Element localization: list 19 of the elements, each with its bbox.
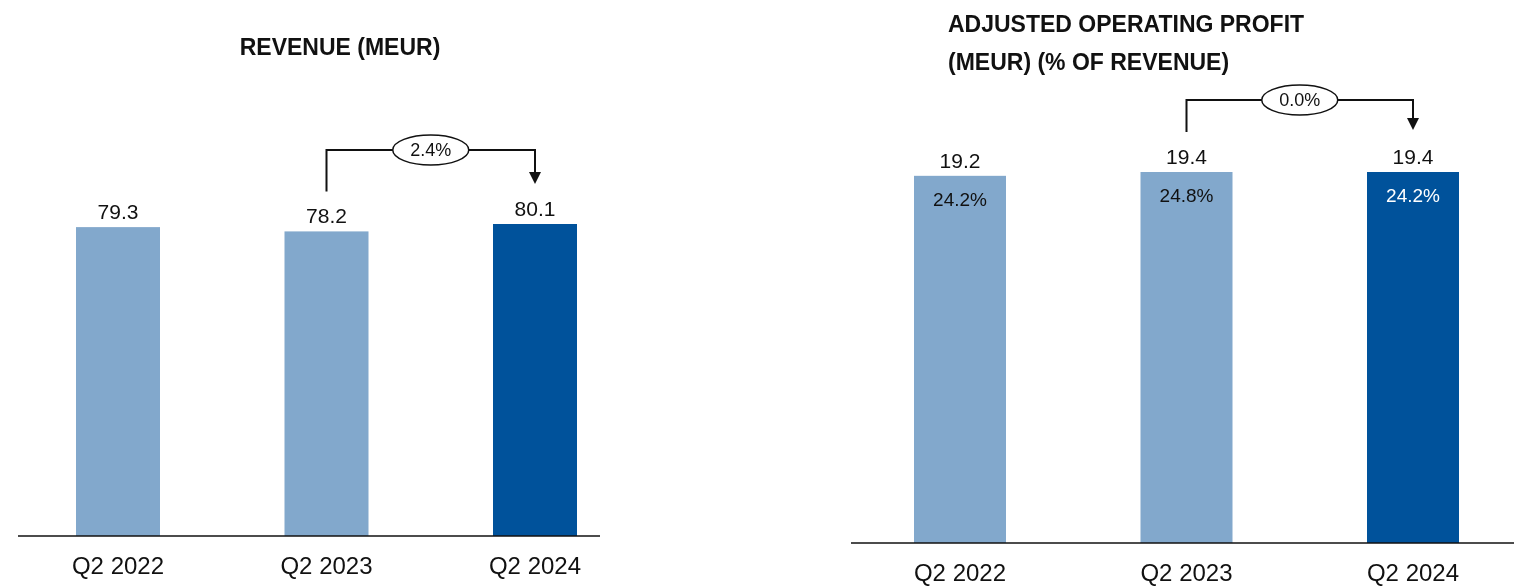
data-label: 78.2	[306, 204, 347, 228]
x-tick-label: Q2 2024	[1366, 559, 1460, 586]
chart-title: ADJUSTED OPERATING PROFIT (MEUR) (% OF REVENUE)	[948, 11, 1305, 75]
chart-title: REVENUE (MEUR)	[239, 34, 441, 60]
text: 2.4%	[410, 140, 452, 160]
x-tick-label: Q2 2023	[1140, 559, 1233, 586]
x-tick-label: Q2 2024	[488, 552, 582, 579]
annotation: 24.2%	[1386, 185, 1441, 206]
x-tick-label: Q2 2022	[913, 559, 1007, 586]
x-tick-label: Q2 2023	[280, 552, 373, 579]
data-label: 19.2	[939, 148, 981, 172]
data-label: 19.4	[1392, 145, 1434, 168]
annotation: 24.2%	[933, 188, 988, 210]
data-label: 19.4	[1166, 145, 1208, 168]
annotation: 24.8%	[1159, 185, 1214, 206]
data-label: 80.1	[514, 197, 556, 220]
data-label: 79.3	[97, 200, 139, 224]
text: 0.0%	[1279, 90, 1321, 110]
x-tick-label: Q2 2022	[71, 552, 165, 579]
